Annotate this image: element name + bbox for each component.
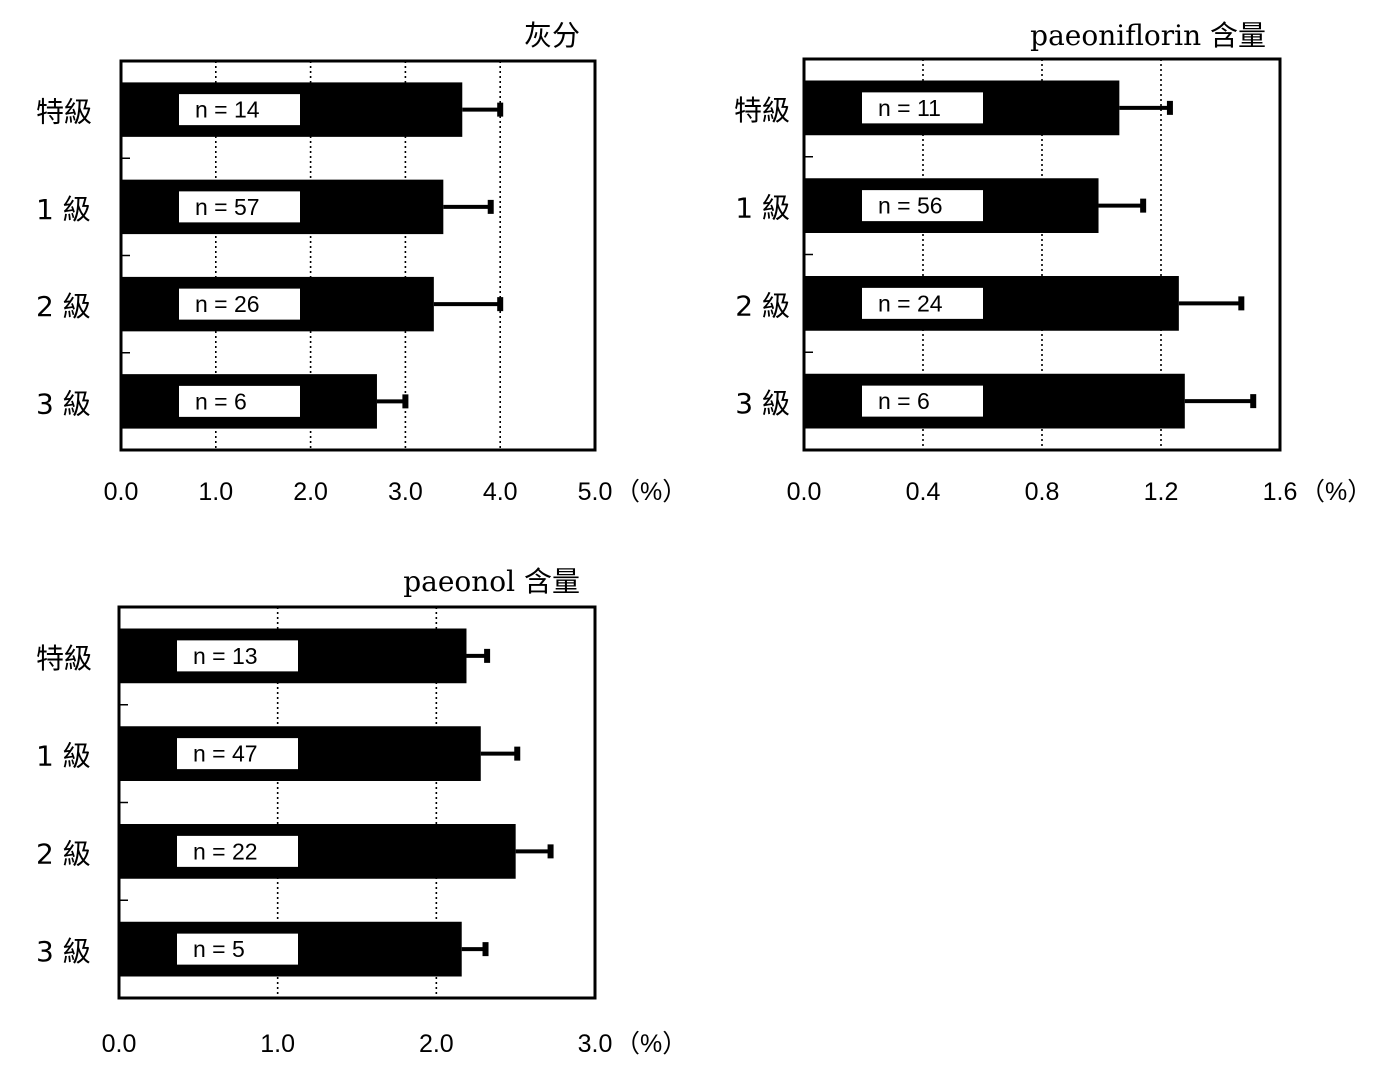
error-bar-cap: [547, 844, 554, 859]
error-bar-cap: [497, 297, 504, 312]
error-bar-cap: [402, 394, 409, 409]
n-label-box: [177, 640, 298, 672]
x-tick-label: 0.0: [787, 478, 822, 506]
chart-title: 灰分: [524, 19, 580, 52]
x-tick-label: 0.8: [1025, 478, 1060, 506]
plot-frame: [117, 605, 597, 1000]
x-tick-label: 1.0: [198, 478, 233, 506]
chart-panel-2: n = 11 特級 n = 56 1 級 n = 24 2 級 n = 6 3 級 0.0 0.4…: [734, 19, 1372, 506]
error-bar-cap: [514, 746, 521, 761]
error-bar-cap: [1140, 198, 1147, 213]
n-label: n = 22: [193, 838, 258, 864]
error-bar-cap: [1250, 394, 1257, 409]
n-label-box: [862, 92, 983, 124]
n-label: n = 57: [195, 194, 260, 220]
chart-title: paeoniflorin 含量: [1030, 19, 1266, 52]
x-tick-label: 3.0: [388, 478, 423, 506]
n-label-box: [177, 738, 298, 770]
category-label: 1 級: [735, 192, 790, 225]
category-label: 3 級: [36, 387, 91, 420]
unit-label: （%）: [1300, 478, 1372, 506]
n-label: n = 56: [878, 193, 943, 219]
x-tick-label: 0.0: [102, 1030, 137, 1058]
n-label: n = 13: [193, 643, 258, 669]
plot-frame: [119, 59, 597, 452]
x-tick-label: 5.0: [578, 478, 613, 506]
error-bar-cap: [484, 648, 491, 663]
unit-label: （%）: [615, 1030, 687, 1058]
category-label: 特級: [36, 642, 92, 675]
n-label-box: [862, 287, 983, 319]
n-label: n = 26: [195, 291, 260, 317]
x-tick-label: 3.0: [578, 1030, 613, 1058]
n-label: n = 5: [193, 936, 245, 962]
x-tick-label: 4.0: [483, 478, 518, 506]
category-label: 3 級: [36, 935, 91, 968]
n-label: n = 14: [195, 97, 260, 123]
error-bar-cap: [487, 199, 494, 214]
category-label: 2 級: [36, 837, 91, 870]
category-label: 特級: [36, 96, 92, 129]
n-label-box: [179, 288, 300, 320]
error-bar-cap: [1238, 296, 1245, 311]
unit-label: （%）: [615, 478, 687, 506]
n-label-box: [179, 94, 300, 126]
n-label: n = 24: [878, 290, 943, 316]
n-label: n = 47: [193, 741, 258, 767]
x-tick-label: 1.0: [260, 1030, 295, 1058]
x-tick-label: 1.2: [1144, 478, 1179, 506]
x-tick-label: 2.0: [293, 478, 328, 506]
plot-frame: [802, 57, 1282, 452]
n-label-box: [862, 190, 983, 222]
category-label: 2 級: [36, 290, 91, 323]
x-tick-label: 0.0: [104, 478, 139, 506]
n-label-box: [177, 933, 298, 965]
n-label-box: [177, 835, 298, 867]
error-bar-cap: [497, 102, 504, 117]
category-label: 1 級: [36, 193, 91, 226]
n-label: n = 6: [195, 388, 247, 414]
x-tick-label: 1.6: [1263, 478, 1298, 506]
chart-panel-1: n = 14 特級 n = 57 1 級 n = 26 2 級 n = 6 3 級 0.0 1.0…: [36, 19, 687, 506]
x-tick-label: 2.0: [419, 1030, 454, 1058]
category-label: 2 級: [735, 289, 790, 322]
n-label-box: [179, 191, 300, 223]
chart-panel-3: n = 13 特級 n = 47 1 級 n = 22 2 級 n = 5 3 級 0.0 1.0…: [36, 565, 687, 1058]
chart-title: paeonol 含量: [403, 565, 580, 598]
error-bar-cap: [1166, 100, 1173, 115]
n-label: n = 11: [878, 95, 941, 121]
bar: [804, 373, 1185, 429]
n-label-box: [862, 385, 983, 417]
x-tick-label: 0.4: [906, 478, 941, 506]
n-label-box: [179, 385, 300, 417]
bar: [804, 276, 1179, 331]
category-label: 1 級: [36, 740, 91, 773]
category-label: 3 級: [735, 387, 790, 420]
n-label: n = 6: [878, 388, 930, 414]
bar: [119, 726, 481, 781]
error-bar-cap: [482, 942, 489, 957]
category-label: 特級: [734, 94, 790, 127]
